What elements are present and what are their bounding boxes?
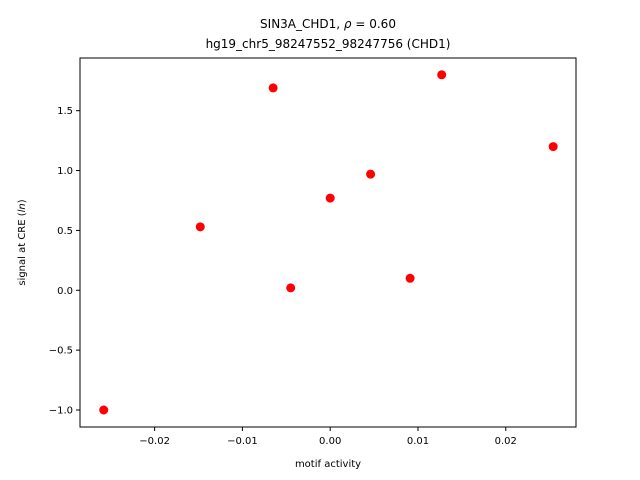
- y-tick-label: 0.0: [57, 286, 73, 297]
- y-axis-ticks: −1.0 −0.5 0.0 0.5 1.0 1.5: [49, 106, 80, 416]
- data-point: [405, 273, 415, 283]
- chart-title-line2: hg19_chr5_98247552_98247756 (CHD1): [206, 37, 451, 51]
- x-tick-label: −0.02: [139, 436, 170, 447]
- y-tick-label: −1.0: [49, 405, 73, 416]
- y-axis-label: signal at CRE (ln): [17, 199, 28, 285]
- x-tick-label: 0.00: [319, 436, 341, 447]
- y-tick-label: 0.5: [57, 226, 73, 237]
- y-tick-label: 1.5: [57, 106, 73, 117]
- data-point: [268, 83, 278, 93]
- y-tick-label: 1.0: [57, 166, 73, 177]
- x-axis-label: motif activity: [295, 459, 361, 470]
- x-tick-label: 0.02: [495, 436, 517, 447]
- x-axis-ticks: −0.02 −0.01 0.00 0.01 0.02: [139, 427, 517, 447]
- chart-title-line1: SIN3A_CHD1, ρ = 0.60: [260, 17, 396, 31]
- data-point: [99, 405, 109, 415]
- data-point: [286, 283, 296, 293]
- y-tick-label: −0.5: [49, 346, 73, 357]
- x-tick-label: 0.01: [407, 436, 429, 447]
- data-points: [99, 70, 558, 415]
- plot-frame: [79, 57, 577, 428]
- x-tick-label: −0.01: [227, 436, 258, 447]
- data-point: [325, 193, 335, 203]
- data-point: [366, 169, 376, 179]
- data-point: [548, 142, 558, 152]
- data-point: [195, 222, 205, 232]
- data-point: [437, 70, 447, 80]
